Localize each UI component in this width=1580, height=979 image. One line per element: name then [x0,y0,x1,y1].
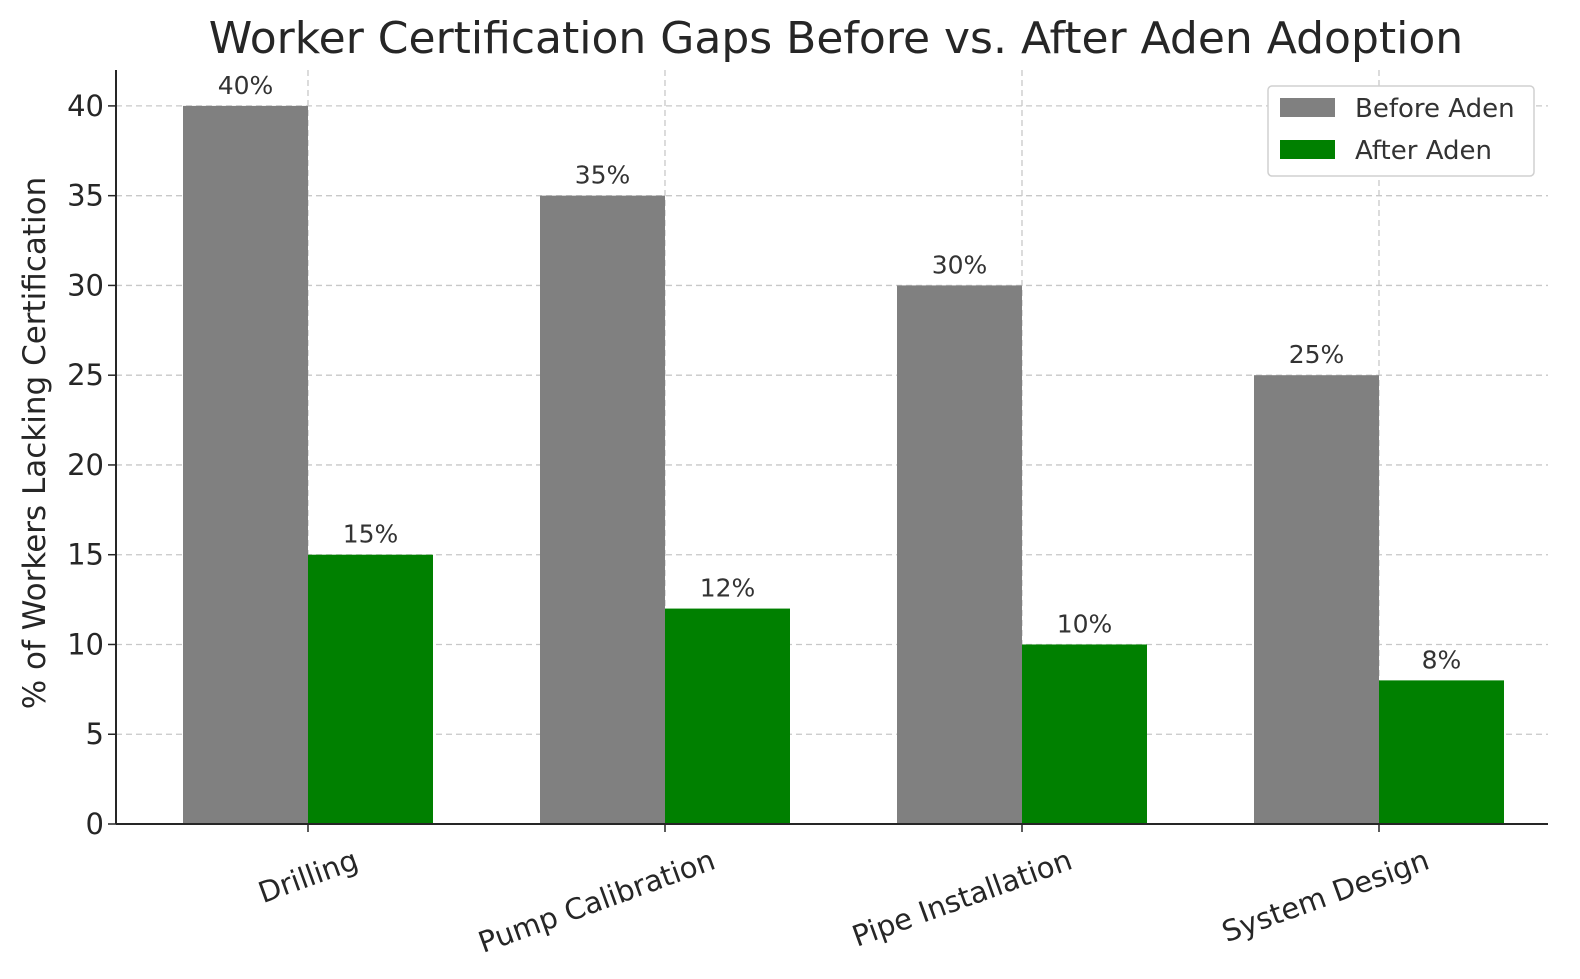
y-tick-label: 20 [67,448,104,482]
bar-after-aden [1379,680,1504,824]
legend-label: After Aden [1355,136,1492,166]
bar-value-label: 10% [1057,609,1113,638]
bar-after-aden [665,608,790,824]
bar-value-label: 12% [700,574,756,603]
x-category-label: Pump Calibration [474,843,720,960]
x-category-label: System Design [1217,843,1433,949]
bar-after-aden [1022,644,1147,824]
bar-after-aden [308,554,433,824]
y-tick-label: 5 [86,717,104,751]
bar-before-aden [1254,375,1379,824]
y-tick-label: 35 [67,179,104,213]
y-axis-label: % of Workers Lacking Certification [17,177,53,710]
legend-swatch [1280,140,1335,159]
y-tick-label: 40 [67,89,104,123]
y-tick-label: 10 [67,627,104,661]
y-tick-label: 25 [67,358,104,392]
bars [183,105,1504,824]
bar-value-label: 25% [1289,340,1345,369]
legend: Before Aden After Aden [1267,85,1535,177]
y-tick-label: 0 [86,807,104,841]
bar-before-aden [540,195,665,824]
y-tick-label: 15 [67,538,104,572]
chart-title: Worker Certification Gaps Before vs. Aft… [209,13,1463,64]
x-category-label: Drilling [254,843,363,910]
bar-value-label: 15% [343,520,399,549]
data-labels: 40% 35% 30% 25% 15% 12% 10% 8% [218,71,1462,674]
x-category-label: Pipe Installation [848,843,1077,954]
bar-before-aden [897,285,1022,824]
y-tick-label: 30 [67,268,104,302]
bar-before-aden [183,105,308,824]
bar-value-label: 8% [1422,645,1462,674]
legend-swatch [1280,98,1335,117]
bar-value-label: 35% [575,161,631,190]
bar-value-label: 40% [218,71,274,100]
legend-label: Before Aden [1355,94,1515,124]
bar-value-label: 30% [932,250,988,279]
